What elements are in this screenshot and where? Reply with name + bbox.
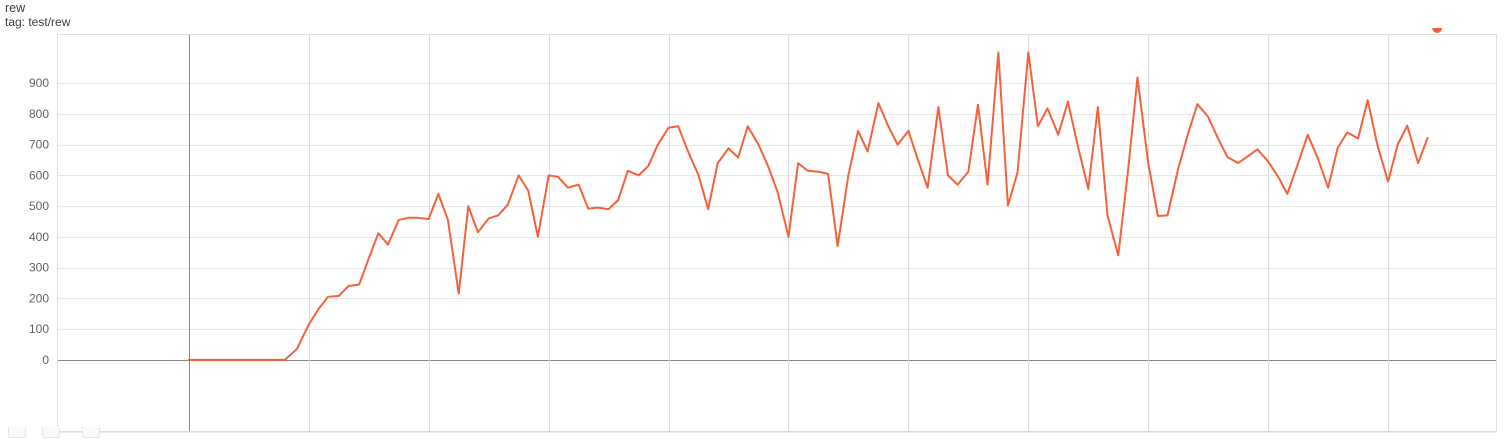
bottom-partial-toolbar	[0, 427, 1512, 441]
chart-title: rew	[5, 1, 26, 15]
y-tick-label-500: 500	[29, 199, 49, 213]
series-end-marker	[1432, 28, 1443, 33]
y-tick-label-600: 600	[29, 168, 49, 182]
y-tick-label-700: 700	[29, 138, 49, 152]
y-tick-label-0: 0	[42, 353, 49, 367]
horizontal-gridlines	[57, 83, 1496, 362]
data-series-group[interactable]	[187, 51, 1429, 361]
y-tick-label-200: 200	[29, 291, 49, 305]
y-tick-label-400: 400	[29, 230, 49, 244]
ghost-chip-left[interactable]	[8, 427, 26, 438]
y-tick-label-900: 900	[29, 76, 49, 90]
ghost-chip-second[interactable]	[42, 427, 60, 438]
plot-border	[57, 34, 1497, 432]
y-tick-label-800: 800	[29, 107, 49, 121]
plot-frame	[57, 34, 1497, 432]
y-tick-label-100: 100	[29, 322, 49, 336]
series-endpoint-dot	[1432, 28, 1443, 33]
chart-subtitle: tag: test/rew	[5, 15, 71, 29]
y-tick-label-300: 300	[29, 261, 49, 275]
y-axis-tick-labels: 0 100 200 300 400 500 600 700 800 900	[29, 76, 49, 367]
vertical-gridlines	[188, 34, 1389, 431]
series-line-test/rew[interactable]	[187, 51, 1429, 361]
ghost-chip-third[interactable]	[82, 427, 100, 438]
